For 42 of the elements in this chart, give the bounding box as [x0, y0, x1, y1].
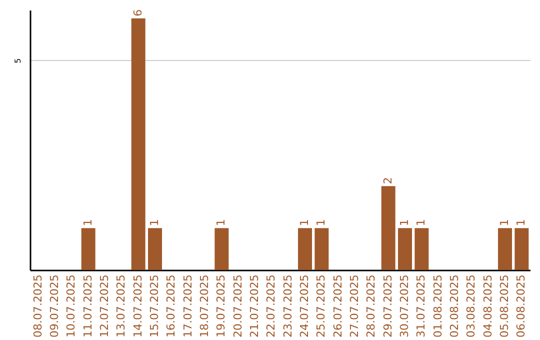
- data-label: 1: [498, 219, 511, 226]
- x-tick-label: 26.07.2025: [331, 274, 344, 338]
- x-tick-label: 18.07.2025: [198, 274, 211, 338]
- data-label: 1: [214, 219, 228, 226]
- x-tick-label: 31.07.2025: [414, 274, 428, 338]
- x-tick-label: 15.07.2025: [148, 274, 161, 338]
- x-tick-label: 19.07.2025: [214, 274, 228, 338]
- data-label: 2: [381, 177, 394, 184]
- x-tick-label: 29.07.2025: [381, 274, 394, 338]
- x-tick-label: 10.07.2025: [64, 274, 78, 338]
- x-tick-label: 03.08.2025: [464, 274, 478, 338]
- data-label: 1: [298, 219, 311, 226]
- data-label: 6: [131, 9, 144, 16]
- x-tick-label: 16.07.2025: [164, 274, 178, 338]
- y-tick-label: 5: [14, 58, 22, 64]
- data-label: 1: [81, 219, 94, 226]
- x-tick-label: 24.07.2025: [298, 274, 311, 338]
- x-tick-label: 01.08.2025: [431, 274, 444, 338]
- data-label: 1: [314, 219, 328, 226]
- x-tick-label: 25.07.2025: [314, 274, 328, 338]
- x-tick-label: 13.07.2025: [114, 274, 128, 338]
- x-tick-label: 09.07.2025: [48, 274, 61, 338]
- x-tick-label: 14.07.2025: [131, 274, 144, 338]
- x-tick-label: 04.08.2025: [481, 274, 494, 338]
- x-tick-label: 30.07.2025: [398, 274, 411, 338]
- x-tick-label: 28.07.2025: [364, 274, 378, 338]
- data-label: 1: [398, 219, 411, 226]
- x-tick-label: 08.07.2025: [31, 274, 44, 338]
- x-tick-label: 05.08.2025: [498, 274, 511, 338]
- x-tick-label: 21.07.2025: [248, 274, 261, 338]
- x-tick-label: 02.08.2025: [448, 274, 461, 338]
- data-label: 1: [148, 219, 161, 226]
- x-tick-label: 06.08.2025: [514, 274, 528, 338]
- x-tick-label: 22.07.2025: [264, 274, 278, 338]
- x-tick-label: 27.07.2025: [348, 274, 361, 338]
- x-tick-label: 20.07.2025: [231, 274, 244, 338]
- x-tick-label: 23.07.2025: [281, 274, 294, 338]
- x-tick-label: 12.07.2025: [98, 274, 111, 338]
- x-tick-label: 17.07.2025: [181, 274, 194, 338]
- data-label: 1: [414, 219, 428, 226]
- x-tick-label: 11.07.2025: [81, 274, 94, 338]
- data-label: 1: [514, 219, 528, 226]
